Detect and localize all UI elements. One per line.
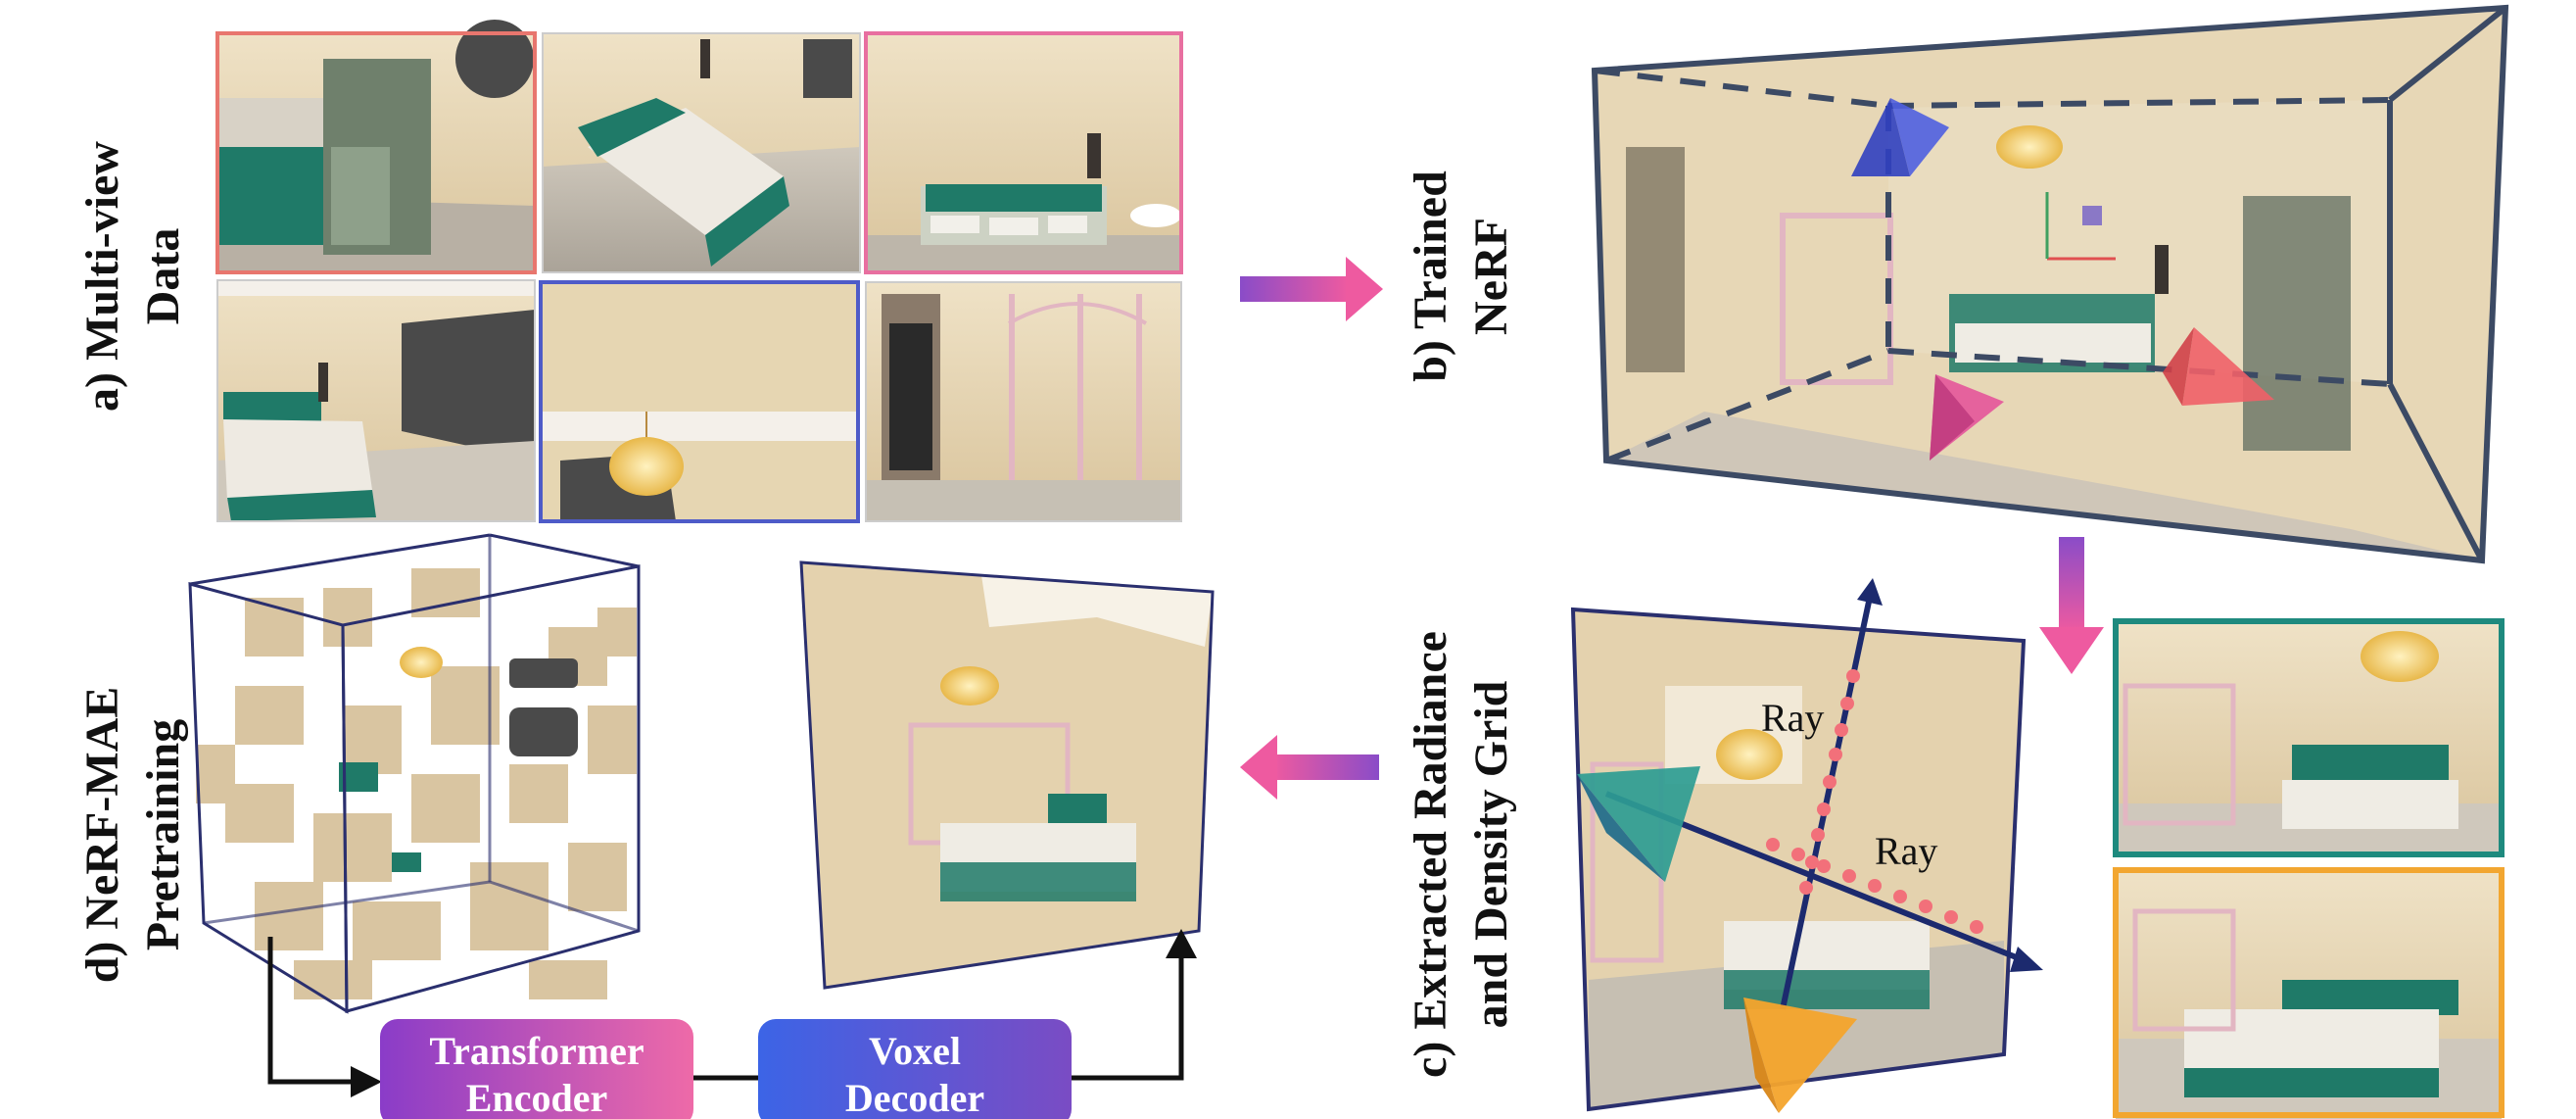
view-1-border bbox=[215, 31, 537, 274]
multiview-grid bbox=[215, 20, 1183, 523]
view-image-6 bbox=[865, 281, 1182, 522]
voxel-decoder-box: Voxel Decoder bbox=[758, 1019, 1072, 1119]
crop-bottom-border bbox=[2113, 867, 2504, 1118]
masked-cube-edges bbox=[188, 533, 641, 1014]
arrow-down-icon bbox=[2039, 537, 2104, 674]
label-c: c) Extracted Radiance and Density Grid bbox=[1405, 631, 1517, 1078]
view-image-5 bbox=[539, 280, 860, 523]
grid-cube-edge bbox=[1570, 607, 2027, 1112]
label-d-line2: Pretraining bbox=[137, 719, 189, 950]
label-d-line1: d) NeRF-MAE bbox=[76, 687, 128, 984]
view-image-4 bbox=[216, 279, 536, 522]
nerf-bounding-frame bbox=[1591, 4, 2509, 564]
camera-pyramid-icon bbox=[1851, 98, 1949, 176]
label-d: d) NeRF-MAE Pretraining bbox=[76, 687, 189, 984]
ray-label-1: Ray bbox=[1761, 696, 1824, 740]
camera-pyramid-icon bbox=[1743, 997, 1857, 1113]
encoder-line2: Encoder bbox=[466, 1076, 607, 1119]
encoder-line1: Transformer bbox=[429, 1029, 644, 1073]
arrow-left-icon bbox=[1240, 735, 1379, 800]
label-c-line1: c) Extracted Radiance bbox=[1405, 631, 1456, 1078]
transformer-encoder-box: Transformer Encoder bbox=[380, 1019, 693, 1119]
camera-pyramid-icon bbox=[1930, 374, 2004, 461]
reconstructed-grid bbox=[799, 560, 1215, 990]
ray-sample-points bbox=[1766, 669, 1983, 934]
arrow-right-icon bbox=[1240, 257, 1383, 321]
label-a-line1: a) Multi-view bbox=[76, 141, 128, 412]
crop-top-border bbox=[2113, 618, 2504, 857]
camera-pyramid-icon bbox=[2163, 327, 2274, 406]
render-crop-bottom bbox=[2113, 867, 2504, 1119]
view-3-border bbox=[864, 31, 1183, 274]
label-b-line1: b) Trained bbox=[1405, 170, 1456, 382]
render-crop-top bbox=[2113, 618, 2504, 857]
label-a-line2: Data bbox=[137, 228, 189, 325]
label-a: a) Multi-view Data bbox=[76, 141, 189, 412]
arrow-into-encoder-icon bbox=[351, 1066, 382, 1097]
pipeline-connectors bbox=[267, 937, 1184, 1085]
camera-pyramid-icon bbox=[1577, 766, 1700, 882]
decoder-line1: Voxel bbox=[869, 1029, 961, 1073]
label-c-line2: and Density Grid bbox=[1465, 680, 1517, 1028]
view-image-3 bbox=[864, 31, 1183, 274]
radiance-density-grid: Ray Ray bbox=[1570, 578, 2043, 1113]
masked-input-grid bbox=[188, 533, 641, 1014]
view-image-2 bbox=[542, 32, 861, 273]
label-b-line2: NeRF bbox=[1465, 218, 1517, 335]
view-5-border bbox=[539, 280, 860, 523]
trained-nerf-scene bbox=[1591, 4, 2509, 564]
ray-label-2: Ray bbox=[1875, 829, 1937, 873]
view-image-1 bbox=[215, 20, 537, 274]
arrow-to-reconstruction-icon bbox=[1166, 929, 1197, 958]
decoder-line2: Decoder bbox=[845, 1076, 984, 1119]
label-b: b) Trained NeRF bbox=[1405, 170, 1517, 382]
reconstructed-cube-edge bbox=[799, 560, 1215, 990]
